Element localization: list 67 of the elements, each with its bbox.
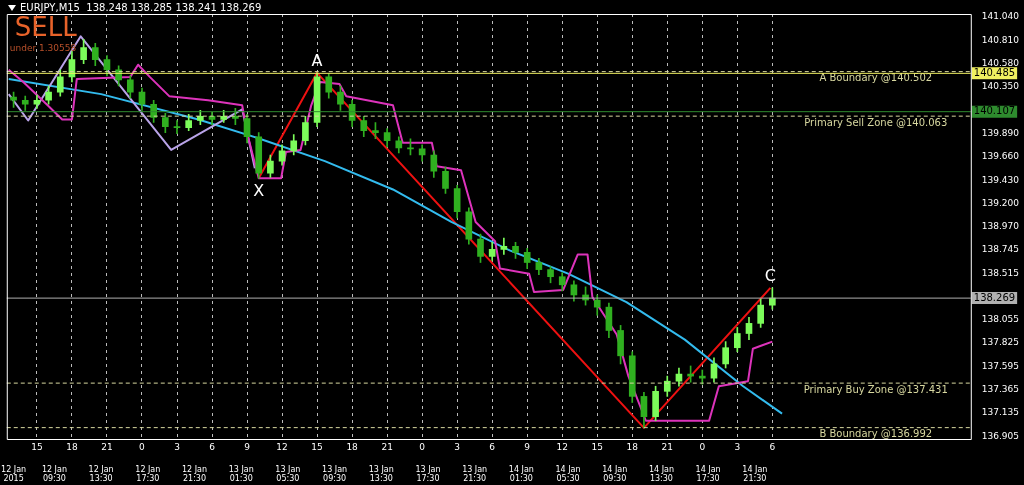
x-tick-label: 3	[174, 441, 180, 452]
x-tick-label: 12	[276, 441, 288, 452]
x2-tick-label: 13 Jan 09:30	[322, 464, 348, 484]
y-tick-label: 140.350	[981, 81, 1020, 92]
x2-tick-label: 14 Jan 01:30	[508, 464, 534, 484]
y-tick-label: 138.055	[981, 314, 1019, 325]
y-tick-label: 139.200	[981, 198, 1020, 209]
y-tick-label: 140.580	[981, 58, 1020, 69]
x-tick-label: 21	[661, 441, 673, 452]
x2-tick-label: 13 Jan 21:30	[462, 464, 488, 484]
ref-line-label: 140.107	[973, 105, 1016, 117]
x-tick-label: 0	[139, 441, 146, 452]
y-tick-label: 138.745	[981, 244, 1019, 255]
x-tick-label: 3	[454, 441, 461, 452]
x-tick-label: 21	[381, 441, 393, 452]
annotation: C	[764, 266, 776, 286]
x2-tick-label: 12 Jan 09:30	[41, 464, 67, 484]
x2-tick-label: 14 Jan 05:30	[555, 464, 581, 484]
x2-tick-label: 13 Jan 13:30	[368, 464, 394, 484]
ref-line-label: 140.485	[973, 66, 1016, 78]
x2-tick-label: 13 Jan 17:30	[415, 464, 441, 484]
x-tick-label: 6	[769, 441, 776, 452]
x2-tick-label: 12 Jan 2015	[1, 464, 27, 484]
ref-line-label: B Boundary @136.992	[819, 428, 933, 440]
x2-tick-label: 14 Jan 17:30	[695, 464, 721, 484]
x-tick-label: 6	[489, 441, 496, 452]
x2-tick-label: 12 Jan 17:30	[135, 464, 161, 484]
x-tick-label: 0	[699, 441, 706, 452]
y-tick-label: 138.515	[981, 267, 1019, 278]
x-tick-label: 6	[209, 441, 216, 452]
x2-tick-label: 14 Jan 21:30	[742, 464, 768, 484]
x-tick-label: 15	[591, 441, 603, 452]
x-tick-label: 21	[101, 441, 113, 452]
y-tick-label: 140.810	[981, 34, 1020, 45]
x2-tick-label: 13 Jan 01:30	[228, 464, 254, 484]
y-tick-label: 141.040	[981, 11, 1020, 22]
x-tick-label: 9	[524, 441, 531, 452]
x2-tick-label: 14 Jan 09:30	[602, 464, 628, 484]
y-tick-label: 139.660	[981, 151, 1020, 162]
chart-title: EURJPY,M15 138.248 138.285 138.241 138.269	[20, 2, 262, 13]
ref-line-label: Primary Sell Zone @140.063	[804, 116, 948, 128]
x-tick-label: 0	[419, 441, 426, 452]
y-tick-label: 139.430	[981, 174, 1020, 185]
x-tick-label: 15	[31, 441, 43, 452]
x-tick-label: 18	[626, 441, 639, 452]
y-tick-label: 139.890	[981, 128, 1020, 139]
y-tick-label: 137.595	[981, 360, 1019, 371]
x-tick-label: 18	[66, 441, 78, 452]
y-tick-label: 137.135	[981, 407, 1019, 418]
x2-tick-label: 12 Jan 21:30	[181, 464, 208, 484]
ref-line-label: 138.269	[973, 291, 1016, 303]
x-tick-label: 18	[346, 441, 359, 452]
y-tick-label: 137.365	[981, 384, 1019, 395]
annotation: A	[311, 50, 323, 70]
x-tick-label: 9	[244, 441, 251, 452]
y-tick-label: 136.905	[981, 430, 1019, 441]
ref-line-label: Primary Buy Zone @137.431	[803, 383, 948, 395]
y-tick-label: 138.970	[981, 221, 1020, 232]
x2-tick-label: 12 Jan 13:30	[88, 464, 114, 484]
ref-line-label: A Boundary @140.502	[819, 72, 933, 84]
x2-tick-label: 13 Jan 05:30	[275, 464, 301, 484]
x-tick-label: 3	[734, 441, 741, 452]
x2-tick-label: 14 Jan 13:30	[648, 464, 674, 484]
annotation: X	[253, 181, 265, 201]
x-tick-label: 15	[311, 441, 323, 452]
y-tick-label: 137.825	[981, 337, 1019, 348]
x-tick-label: 12	[556, 441, 568, 452]
